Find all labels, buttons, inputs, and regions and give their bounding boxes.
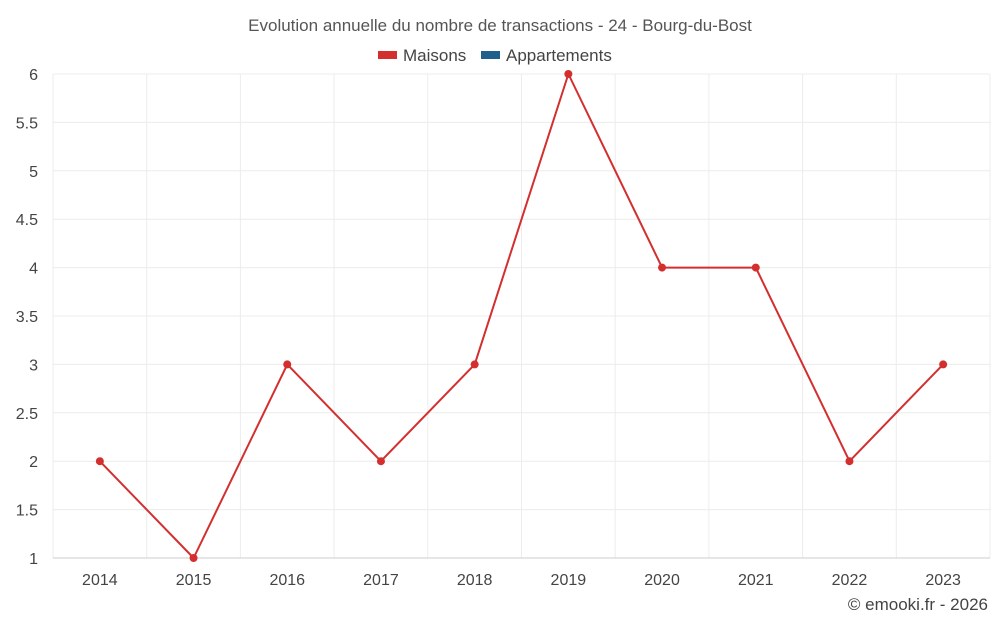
- data-point-maisons-2017[interactable]: [376, 457, 385, 466]
- x-tick-label: 2020: [644, 572, 680, 589]
- legend: Maisons Appartements: [378, 46, 612, 65]
- axes: 1 1.5 2 2.5 3 3.5 4 4.5 5 5.5 6 2014 2015 2016 2017 201…: [16, 67, 990, 589]
- x-tick-label: 2015: [176, 572, 212, 589]
- data-point-maisons-2016[interactable]: [283, 360, 292, 369]
- series: [95, 70, 948, 562]
- data-point-maisons-2023[interactable]: [939, 360, 948, 369]
- x-tick-label: 2016: [269, 572, 305, 589]
- y-tick-label: 2.5: [16, 406, 38, 423]
- y-tick-label: 1: [29, 551, 38, 568]
- legend-item-maisons[interactable]: Maisons: [378, 46, 466, 65]
- y-tick-label: 1.5: [16, 503, 38, 520]
- data-point-maisons-2021[interactable]: [751, 263, 760, 272]
- y-tick-label: 3: [29, 357, 38, 374]
- y-tick-label: 5: [29, 164, 38, 181]
- x-tick-label: 2017: [363, 572, 399, 589]
- legend-swatch-maisons: [378, 51, 397, 59]
- y-tick-label: 5.5: [16, 115, 38, 132]
- credit-text: © emooki.fr - 2026: [848, 595, 988, 614]
- series-line-maisons: [99, 73, 944, 559]
- x-tick-label: 2023: [925, 572, 961, 589]
- y-tick-label: 4.5: [16, 212, 38, 229]
- legend-label-appartements: Appartements: [506, 46, 612, 65]
- data-point-maisons-2014[interactable]: [95, 457, 104, 466]
- x-tick-label: 2021: [738, 572, 774, 589]
- x-tick-label: 2022: [832, 572, 868, 589]
- data-point-maisons-2019[interactable]: [564, 70, 573, 78]
- legend-label-maisons: Maisons: [403, 46, 466, 65]
- legend-swatch-appartements: [481, 51, 500, 59]
- data-point-maisons-2018[interactable]: [470, 360, 479, 369]
- data-point-maisons-2015[interactable]: [189, 554, 198, 562]
- data-point-maisons-2020[interactable]: [658, 263, 667, 272]
- y-tick-label: 4: [29, 261, 38, 278]
- y-tick-label: 6: [29, 67, 38, 84]
- grid: [52, 73, 991, 559]
- legend-item-appartements[interactable]: Appartements: [481, 46, 612, 65]
- data-point-maisons-2022[interactable]: [845, 457, 854, 466]
- x-tick-label: 2014: [82, 572, 118, 589]
- chart-title: Evolution annuelle du nombre de transact…: [248, 16, 752, 35]
- y-tick-label: 3.5: [16, 309, 38, 326]
- x-tick-label: 2018: [457, 572, 493, 589]
- y-tick-label: 2: [29, 454, 38, 471]
- x-tick-label: 2019: [551, 572, 587, 589]
